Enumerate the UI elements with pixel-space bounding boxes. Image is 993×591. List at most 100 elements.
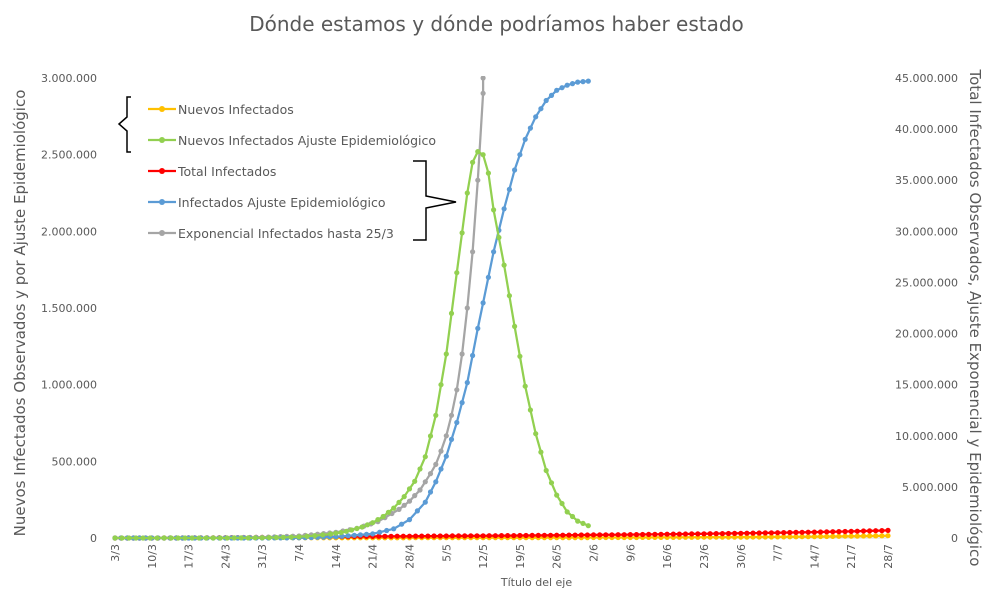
data-point <box>799 529 805 535</box>
data-point <box>475 177 481 183</box>
data-point <box>126 535 132 541</box>
data-point <box>517 152 523 158</box>
y-right-tick-label: 10.000.000 <box>895 430 958 443</box>
data-point <box>433 479 439 485</box>
data-point <box>511 167 518 173</box>
data-point <box>422 454 428 460</box>
x-tick-label: 24/3 <box>219 544 232 569</box>
data-point <box>538 106 544 112</box>
data-point <box>161 535 167 541</box>
data-point <box>433 461 439 467</box>
data-point <box>848 533 854 539</box>
y-right-axis-title: Total Infectados Observados, Ajuste Expo… <box>966 69 984 567</box>
legend-label: Total Infectados <box>177 164 276 179</box>
data-point <box>585 78 591 84</box>
data-point <box>676 531 683 537</box>
y-right-tick-label: 45.000.000 <box>895 72 958 85</box>
data-point <box>328 531 334 537</box>
data-point <box>154 535 160 541</box>
data-point <box>333 534 339 540</box>
data-point <box>836 529 842 535</box>
data-point <box>480 300 486 306</box>
data-point <box>848 528 854 535</box>
y-right-tick-label: 15.000.000 <box>895 379 958 392</box>
x-tick-label: 31/3 <box>256 544 269 569</box>
data-point <box>533 431 539 437</box>
data-point <box>805 534 811 540</box>
data-point <box>491 207 497 213</box>
data-point <box>354 525 360 532</box>
data-point <box>459 351 465 357</box>
data-point <box>873 533 879 539</box>
data-point <box>464 305 470 311</box>
data-point <box>175 535 181 541</box>
data-point <box>454 270 460 276</box>
data-point <box>744 530 750 536</box>
data-point <box>719 534 726 540</box>
data-point <box>879 533 885 539</box>
data-point <box>523 532 529 539</box>
data-point <box>738 530 744 536</box>
data-point <box>364 522 370 528</box>
data-point <box>406 498 413 504</box>
data-point <box>627 532 633 538</box>
data-point <box>836 533 842 539</box>
data-point <box>787 534 793 540</box>
data-point <box>189 535 195 541</box>
x-tick-label: 19/5 <box>514 544 527 569</box>
data-point <box>713 534 719 540</box>
data-point <box>474 533 480 539</box>
data-point <box>701 531 707 537</box>
data-point <box>399 521 405 527</box>
legend-label: Nuevos Infectados <box>178 102 294 117</box>
data-point <box>775 534 781 540</box>
legend-swatch-marker <box>159 230 165 236</box>
y-left-tick-label: 2.500.000 <box>41 149 97 162</box>
data-point <box>396 499 402 505</box>
data-point <box>615 532 621 538</box>
data-point <box>376 533 382 539</box>
data-point <box>210 535 216 541</box>
data-point <box>427 471 434 477</box>
data-point <box>443 533 449 539</box>
data-point <box>359 524 365 530</box>
data-point <box>238 535 244 541</box>
data-point <box>768 530 775 536</box>
data-point <box>280 534 286 541</box>
data-point <box>464 190 470 196</box>
x-tick-label: 23/6 <box>698 544 711 569</box>
data-point <box>793 529 799 536</box>
data-point <box>664 531 670 537</box>
data-point <box>414 508 420 514</box>
data-point <box>554 532 560 538</box>
data-point <box>501 262 507 268</box>
series-2 <box>112 149 591 541</box>
data-point <box>842 533 848 539</box>
data-point <box>475 149 481 155</box>
data-point <box>425 533 431 539</box>
data-point <box>689 531 695 537</box>
data-point <box>406 533 413 539</box>
data-point <box>560 532 566 538</box>
data-point <box>548 480 555 486</box>
x-tick-label: 10/3 <box>146 544 159 569</box>
data-point <box>480 152 486 158</box>
legend-label: Infectados Ajuste Epidemiológico <box>178 195 386 210</box>
x-tick-label: 30/6 <box>735 544 748 569</box>
data-point <box>304 533 310 539</box>
data-point <box>462 533 468 539</box>
data-point <box>543 467 549 474</box>
data-point <box>427 433 434 439</box>
data-point <box>382 533 388 539</box>
data-point <box>781 530 787 536</box>
data-point <box>682 531 689 537</box>
data-point <box>744 534 750 540</box>
series-line <box>115 79 589 540</box>
y-right-tick-label: 0 <box>951 532 958 545</box>
data-point <box>422 499 428 505</box>
data-point <box>252 535 258 541</box>
data-point <box>370 531 376 537</box>
data-point <box>498 533 505 539</box>
data-point <box>817 529 824 535</box>
data-point <box>885 527 891 534</box>
